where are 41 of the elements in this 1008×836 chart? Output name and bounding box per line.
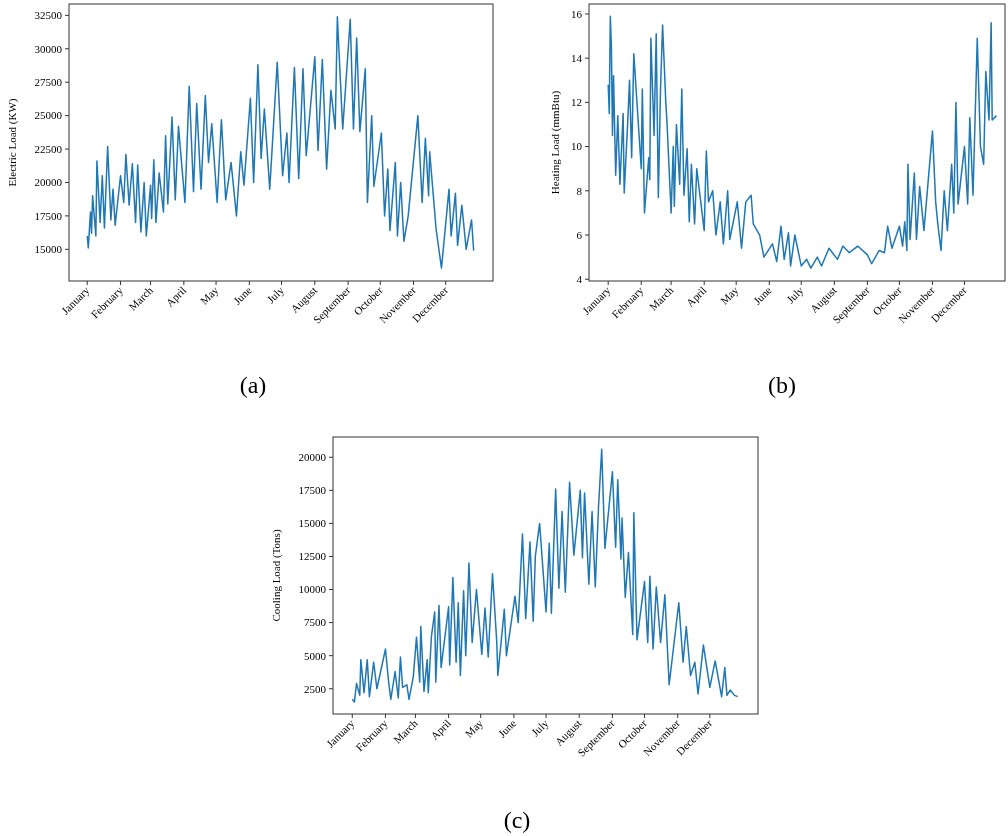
line-series [351,448,739,703]
x-tick-label: July [528,716,551,739]
y-tick-label: 15000 [298,517,327,530]
text: (c) [503,807,531,833]
y-tick-label: 5000 [304,649,327,662]
y-tick-label: 20000 [34,176,63,189]
x-tick-label: June [231,283,254,307]
line-series [86,15,475,269]
y-tick-label: 22500 [34,142,63,155]
y-tick-label: 15000 [34,243,63,256]
line-series [607,15,998,269]
y-tick-label: 30000 [34,42,63,55]
x-tick-label: May [717,283,741,307]
y-tick-label: 14 [571,52,583,65]
y-tick-label: 12500 [298,550,327,563]
y-tick-label: 17500 [298,484,327,497]
y-tick-label: 27500 [34,76,63,89]
y-tick-label: 8 [576,184,583,197]
x-tick-label: May [462,716,486,740]
y-tick-label: 16 [571,7,583,20]
y-axis-title: Cooling Load (Tons) [270,529,283,622]
y-axis-title: Electric Load (KW) [6,98,19,187]
x-tick-label: July [264,283,287,306]
y-tick-label: 2500 [304,682,327,695]
y-tick-label: 6 [576,228,583,241]
x-tick-label: May [197,283,221,307]
y-tick-label: 10 [571,140,583,153]
text: (b) [768,372,796,398]
text: (a) [239,372,267,398]
y-tick-label: 4 [576,273,583,286]
y-tick-label: 10000 [298,583,327,596]
y-tick-label: 25000 [34,109,63,122]
y-tick-label: 17500 [34,209,63,222]
x-tick-label: July [784,283,807,306]
y-axis-title: Heating Load (mmBtu) [549,90,562,195]
y-tick-label: 20000 [298,451,327,464]
x-tick-label: June [495,716,519,740]
y-tick-label: 7500 [304,616,327,629]
x-tick-label: June [750,283,774,307]
y-tick-label: 32500 [34,9,63,22]
y-tick-label: 12 [571,96,582,109]
